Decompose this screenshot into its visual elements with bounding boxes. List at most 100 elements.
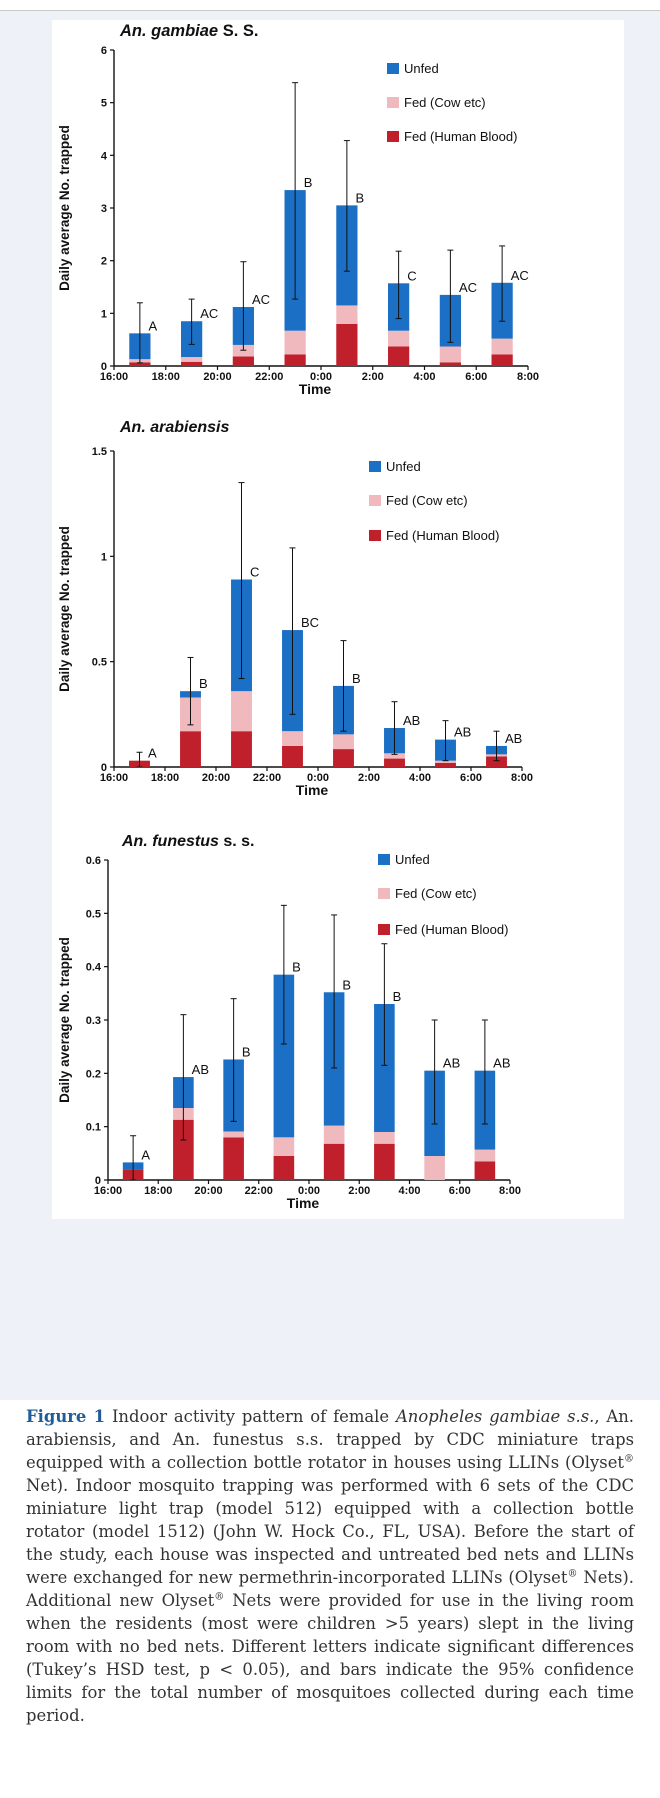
- legend-swatch: [369, 461, 381, 472]
- y-tick-label: 1.5: [92, 446, 107, 458]
- bar-segment: [474, 1149, 496, 1162]
- registered-mark: ®: [624, 1453, 634, 1465]
- bar-segment: [336, 323, 358, 366]
- x-tick-label: 4:00: [409, 772, 431, 784]
- x-tick-label: 8:00: [517, 371, 539, 383]
- chart-arabiensis-svg: An. arabiensis 0 0.5 1 1.5 16:00 18:00 20:00 22:…: [57, 419, 533, 798]
- y-axis-label: Daily average No. trapped: [57, 526, 72, 692]
- chart-title: An. funestus s. s.: [121, 833, 254, 850]
- significance-label: B: [199, 676, 208, 691]
- bar-segment: [273, 1156, 295, 1180]
- bar-segment: [282, 731, 303, 746]
- chart-funestus-svg: An. funestus s. s. 0 0.1 0.2 0.3 0.4 0.5 0.6 16:…: [57, 833, 521, 1211]
- bar-segment: [232, 344, 254, 357]
- x-axis-label: Time: [287, 1195, 320, 1211]
- bar-segment: [129, 362, 151, 366]
- bar-segment: [333, 749, 354, 767]
- legend-label: Fed (Human Blood): [404, 129, 517, 144]
- legend-label: Unfed: [404, 61, 439, 76]
- y-tick-label: 1: [101, 308, 107, 320]
- x-tick-label: 6:00: [460, 772, 482, 784]
- x-tick-label: 2:00: [362, 371, 384, 383]
- bar-segment: [323, 1143, 345, 1180]
- y-tick-label: 0: [101, 361, 107, 373]
- x-tick-label: 16:00: [94, 1185, 122, 1197]
- bar-segment: [384, 753, 405, 759]
- x-tick-label: 4:00: [398, 1185, 420, 1197]
- x-tick-label: 22:00: [255, 371, 283, 383]
- caption-text-4: Nets). Additional new Olyset: [26, 1568, 634, 1610]
- significance-label: B: [355, 190, 364, 205]
- bar-segment: [232, 356, 254, 366]
- registered-mark: ®: [567, 1568, 578, 1580]
- significance-label: C: [407, 268, 416, 283]
- bar-segment: [374, 1004, 395, 1132]
- bar-segment: [336, 305, 358, 324]
- significance-label: AC: [200, 306, 218, 321]
- legend-label: Fed (Human Blood): [395, 922, 508, 937]
- significance-label: AB: [505, 731, 522, 746]
- x-tick-label: 18:00: [151, 772, 179, 784]
- x-tick-label: 18:00: [152, 371, 180, 383]
- significance-label: A: [148, 746, 157, 761]
- bar-segment: [491, 354, 513, 366]
- legend-label: Fed (Cow etc): [395, 886, 477, 901]
- legend-swatch: [387, 131, 399, 142]
- legend-label: Fed (Cow etc): [386, 493, 468, 508]
- significance-label: AB: [454, 725, 471, 740]
- legend-swatch: [387, 97, 399, 108]
- x-tick-label: 0:00: [310, 371, 332, 383]
- bar-segment: [439, 362, 461, 366]
- significance-label: AC: [459, 280, 477, 295]
- y-tick-label: 0.1: [86, 1122, 101, 1134]
- legend-label: Unfed: [386, 459, 421, 474]
- bar-segment: [374, 1132, 395, 1144]
- legend-swatch: [369, 495, 381, 506]
- x-tick-label: 16:00: [100, 772, 128, 784]
- y-tick-label: 3: [101, 203, 107, 215]
- significance-label: B: [242, 1044, 251, 1059]
- chart-title-species: An. funestus: [121, 833, 219, 850]
- bar-segment: [374, 1143, 395, 1180]
- significance-label: AB: [443, 1056, 460, 1071]
- x-tick-label: 6:00: [465, 371, 487, 383]
- y-axis-label: Daily average No. trapped: [57, 125, 72, 291]
- bar-segment: [424, 1156, 445, 1180]
- chart-title-qualifier: S. S.: [218, 22, 258, 40]
- y-tick-label: 0: [95, 1175, 101, 1187]
- x-tick-label: 0:00: [307, 772, 329, 784]
- bar-segment: [388, 346, 410, 366]
- y-tick-label: 6: [101, 45, 107, 57]
- caption-text-2: , An. arabiensis, and An. funestus s.s. …: [26, 1407, 634, 1472]
- bar-segment: [474, 1161, 496, 1180]
- chart-title: An. arabiensis: [119, 419, 229, 436]
- bar-segment: [384, 758, 405, 767]
- x-tick-label: 2:00: [348, 1185, 370, 1197]
- bar-segment: [181, 357, 203, 362]
- significance-label: A: [141, 1147, 150, 1162]
- x-tick-label: 20:00: [203, 371, 231, 383]
- legend-swatch: [378, 924, 390, 935]
- chart-funestus: An. funestus s. s. 0 0.1 0.2 0.3 0.4 0.5 0.6 16:…: [52, 815, 624, 1219]
- chart-gambiae: An. gambiae S. S. 0 1 2 3 4 5 6 16:00 18:00 20:00 2…: [52, 20, 624, 402]
- bar-segment: [333, 734, 354, 750]
- x-tick-label: 0:00: [298, 1185, 320, 1197]
- significance-label: AC: [252, 292, 270, 307]
- bar-segment: [282, 745, 303, 767]
- bar-segment: [173, 1119, 194, 1180]
- significance-label: BC: [301, 615, 319, 630]
- legend-swatch: [369, 530, 381, 541]
- y-axis-label: Daily average No. trapped: [57, 937, 72, 1103]
- significance-label: AB: [192, 1062, 209, 1077]
- bar-segment: [181, 361, 203, 366]
- x-axis-label: Time: [299, 381, 332, 397]
- x-tick-label: 18:00: [144, 1185, 172, 1197]
- bar-segment: [284, 330, 306, 355]
- x-tick-label: 16:00: [100, 371, 128, 383]
- y-tick-label: 0.2: [86, 1068, 101, 1080]
- chart-title-qualifier: s. s.: [219, 833, 255, 850]
- caption-text-3: Net). Indoor mosquito trapping was perfo…: [26, 1476, 634, 1587]
- caption-figure-label: Figure 1: [26, 1407, 106, 1426]
- legend-swatch: [378, 888, 390, 899]
- y-tick-label: 0.6: [86, 855, 101, 867]
